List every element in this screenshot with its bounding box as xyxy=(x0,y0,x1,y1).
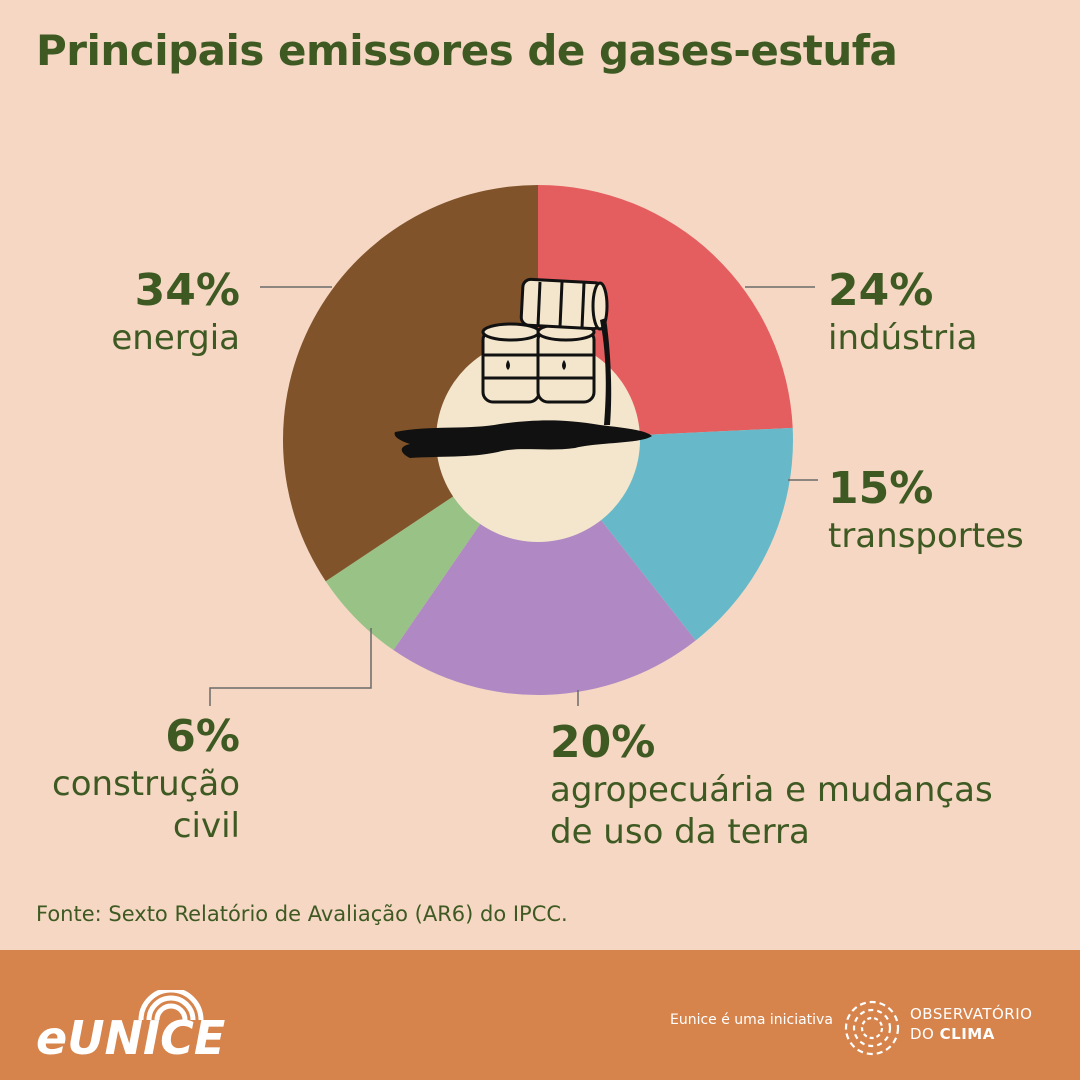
footer-bar: eUNICE Eunice é uma iniciativa OBSERVATÓ… xyxy=(0,950,1080,1080)
observatorio-line1: OBSERVATÓRIO xyxy=(910,1005,1033,1023)
chart-title: Principais emissores de gases-estufa xyxy=(36,26,898,75)
label-agro-name-line1: agropecuária e mudanças xyxy=(550,769,993,810)
eunice-logo: eUNICE xyxy=(36,990,225,1060)
observatorio-line2: DO CLIMA xyxy=(910,1025,1032,1045)
label-transportes: 15% transportes xyxy=(828,463,1024,557)
label-construcao-name-line1: construção xyxy=(52,763,240,804)
label-energia-pct: 34% xyxy=(134,265,240,316)
observatorio-line2-clima: CLIMA xyxy=(939,1024,995,1043)
label-agro: 20% agropecuária e mudanças de uso da te… xyxy=(550,717,993,854)
oil-spill-icon xyxy=(394,318,652,458)
label-energia: 34% energia xyxy=(111,265,240,359)
label-energia-name: energia xyxy=(111,317,240,358)
label-agro-pct: 20% xyxy=(550,717,656,768)
initiative-text: Eunice é uma iniciativa xyxy=(670,1012,833,1028)
label-transportes-pct: 15% xyxy=(828,463,934,514)
leader-lines xyxy=(209,286,818,706)
leader-line-construcao xyxy=(209,628,372,706)
label-construcao-name-line2: civil xyxy=(172,806,240,847)
label-industria-name: indústria xyxy=(828,317,978,358)
label-construcao-pct: 6% xyxy=(165,711,240,762)
label-industria: 24% indústria xyxy=(828,265,978,359)
source-note: Fonte: Sexto Relatório de Avaliação (AR6… xyxy=(36,902,568,926)
observatorio-logo-icon xyxy=(844,1000,900,1056)
pie-chart xyxy=(209,185,818,706)
oil-barrels-icon xyxy=(481,277,609,404)
label-transportes-name: transportes xyxy=(828,515,1024,556)
label-construcao: 6% construção civil xyxy=(52,711,240,848)
observatorio-line2-prefix: DO xyxy=(910,1024,940,1043)
label-industria-pct: 24% xyxy=(828,265,934,316)
brand-name: eUNICE xyxy=(36,1011,225,1060)
pie-slices xyxy=(283,185,793,696)
label-agro-name-line2: de uso da terra xyxy=(550,812,810,853)
observatorio-name: OBSERVATÓRIO DO CLIMA xyxy=(910,1005,1032,1044)
pie-slice-2 xyxy=(393,440,696,696)
